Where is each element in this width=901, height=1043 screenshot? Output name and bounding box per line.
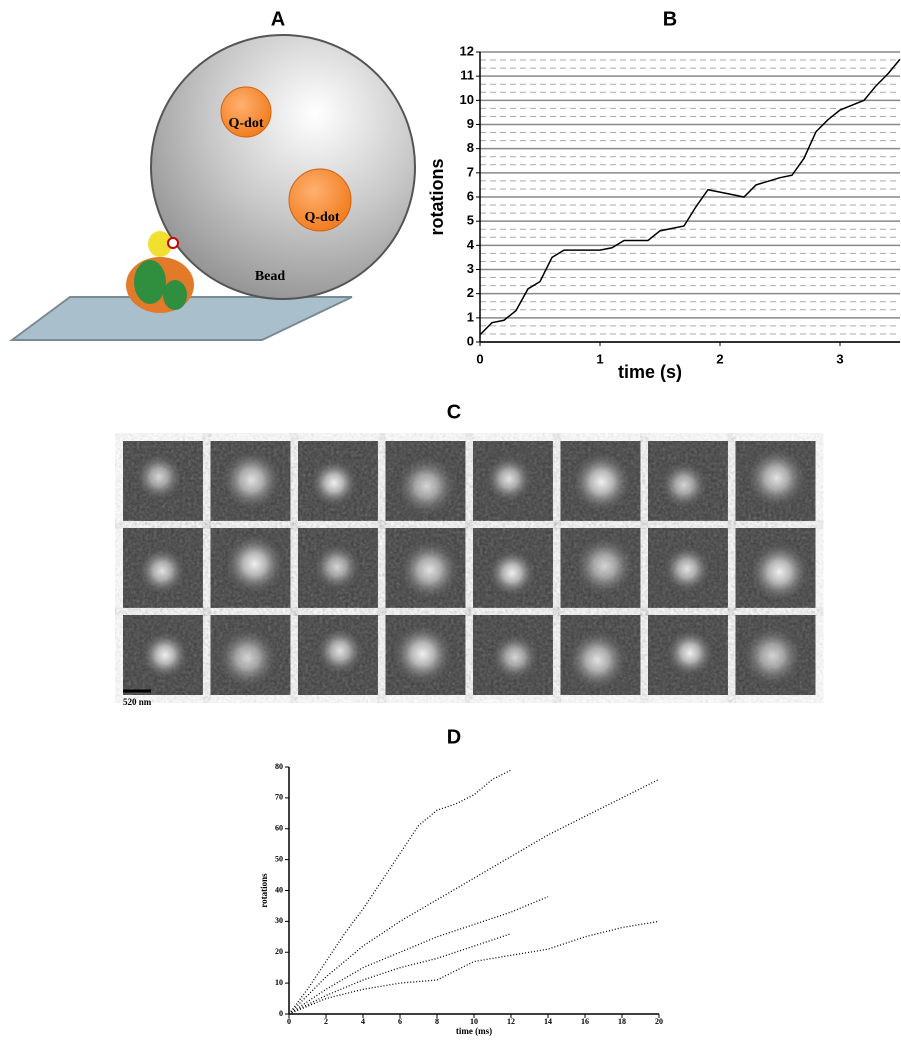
image-spot bbox=[744, 445, 810, 511]
image-spot bbox=[489, 631, 541, 683]
y-tick-label: 12 bbox=[460, 43, 474, 58]
image-spot bbox=[222, 531, 288, 597]
image-spot bbox=[139, 629, 191, 681]
x-axis-label: time (ms) bbox=[456, 1026, 492, 1036]
image-spot bbox=[308, 457, 360, 509]
y-tick-label: 40 bbox=[275, 885, 283, 894]
x-tick-label: 18 bbox=[618, 1017, 626, 1026]
y-tick-label: 3 bbox=[467, 261, 474, 276]
figure: A Q-dot Q-dot Bead C 520 nm B01234567891… bbox=[0, 0, 901, 1043]
y-tick-label: 10 bbox=[275, 978, 283, 987]
data-line bbox=[289, 921, 659, 1014]
y-tick-label: 4 bbox=[467, 237, 475, 252]
chart-title: B bbox=[663, 8, 677, 30]
x-tick-label: 3 bbox=[836, 351, 843, 366]
y-axis-label: rotations bbox=[259, 873, 269, 908]
image-spot bbox=[215, 625, 281, 691]
label: Q-dot bbox=[229, 116, 264, 131]
image-spot bbox=[569, 449, 635, 515]
y-tick-label: 10 bbox=[460, 92, 474, 107]
y-tick-label: 80 bbox=[275, 762, 283, 771]
data-line bbox=[289, 779, 659, 1014]
image-spot bbox=[747, 539, 813, 605]
x-tick-label: 6 bbox=[398, 1017, 402, 1026]
image-spot bbox=[394, 453, 460, 519]
image-spot bbox=[658, 459, 710, 511]
y-tick-label: 70 bbox=[275, 793, 283, 802]
data-line bbox=[289, 897, 548, 1014]
y-tick-label: 11 bbox=[460, 68, 474, 83]
y-tick-label: 6 bbox=[467, 188, 474, 203]
y-tick-label: 0 bbox=[279, 1009, 283, 1018]
image-spot bbox=[311, 541, 363, 593]
image-spot bbox=[565, 627, 631, 693]
image-spot bbox=[133, 451, 185, 503]
image-spot bbox=[390, 621, 456, 687]
x-tick-label: 12 bbox=[507, 1017, 515, 1026]
y-tick-label: 20 bbox=[275, 947, 283, 956]
x-tick-label: 0 bbox=[287, 1017, 291, 1026]
y-tick-label: 9 bbox=[467, 116, 474, 131]
data-line bbox=[289, 934, 511, 1014]
chart-title: D bbox=[447, 726, 461, 748]
y-tick-label: 60 bbox=[275, 824, 283, 833]
data-line bbox=[289, 770, 511, 1014]
x-tick-label: 10 bbox=[470, 1017, 478, 1026]
image-spot bbox=[664, 627, 716, 679]
scale-label: 520 nm bbox=[123, 697, 152, 707]
image-spot bbox=[740, 623, 806, 689]
panel-label: A bbox=[271, 8, 285, 30]
label: Bead bbox=[255, 269, 286, 284]
bead bbox=[151, 35, 415, 299]
y-tick-label: 1 bbox=[467, 309, 474, 324]
image-spot bbox=[483, 453, 535, 505]
x-tick-label: 20 bbox=[655, 1017, 663, 1026]
image-spot bbox=[314, 625, 366, 677]
image-spot bbox=[136, 545, 188, 597]
image-grid bbox=[123, 441, 816, 695]
y-tick-label: 30 bbox=[275, 916, 283, 925]
y-tick-label: 50 bbox=[275, 854, 283, 863]
image-spot bbox=[486, 547, 538, 599]
y-axis-label: rotations bbox=[427, 158, 447, 235]
image-spot bbox=[397, 537, 463, 603]
x-tick-label: 2 bbox=[324, 1017, 328, 1026]
y-tick-label: 7 bbox=[467, 164, 474, 179]
image-spot bbox=[219, 447, 285, 513]
y-tick-label: 5 bbox=[467, 213, 474, 228]
x-tick-label: 4 bbox=[361, 1017, 365, 1026]
x-tick-label: 14 bbox=[544, 1017, 552, 1026]
y-tick-label: 8 bbox=[467, 140, 474, 155]
panel-label: C bbox=[447, 401, 461, 423]
x-tick-label: 16 bbox=[581, 1017, 589, 1026]
y-tick-label: 2 bbox=[467, 285, 474, 300]
image-spot bbox=[661, 543, 713, 595]
label: Q-dot bbox=[305, 210, 340, 225]
x-tick-label: 1 bbox=[596, 351, 603, 366]
x-tick-label: 0 bbox=[476, 351, 483, 366]
image-spot bbox=[572, 533, 638, 599]
y-tick-label: 0 bbox=[467, 333, 474, 348]
x-axis-label: time (s) bbox=[618, 362, 682, 382]
x-tick-label: 8 bbox=[435, 1017, 439, 1026]
x-tick-label: 2 bbox=[716, 351, 723, 366]
